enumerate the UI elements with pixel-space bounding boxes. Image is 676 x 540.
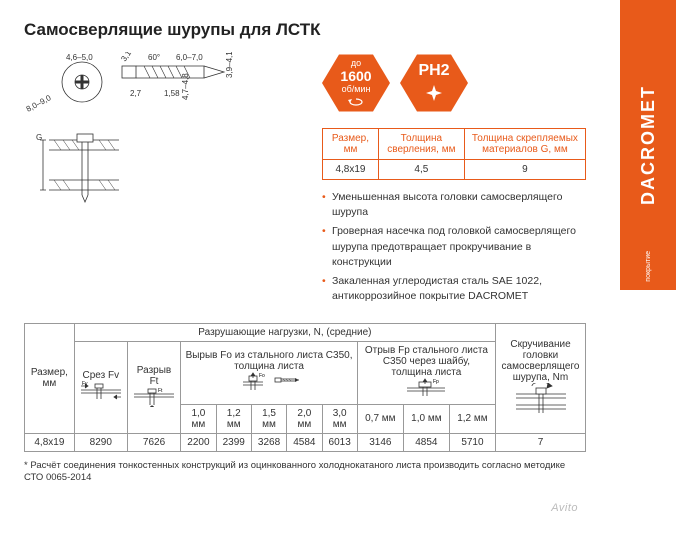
bt-d-size: 4,8х19 bbox=[25, 433, 75, 451]
bt-d-ft: 7626 bbox=[127, 433, 180, 451]
bt-fo-t2: 1,5 мм bbox=[251, 404, 286, 433]
svg-text:3,1–3,3: 3,1–3,3 bbox=[119, 52, 142, 63]
svg-text:1,58: 1,58 bbox=[164, 89, 180, 98]
bullet-0: Уменьшенная высота головки самосверлящег… bbox=[322, 190, 586, 220]
spec-h1: Толщина сверления, мм bbox=[378, 129, 464, 160]
hex-bit: PH2 bbox=[400, 52, 468, 114]
bt-pullover-h: Отрыв Fp стального листа С350 через шайб… bbox=[357, 341, 495, 404]
brand-tab: DACROMET покрытие bbox=[620, 0, 676, 290]
brand-name: DACROMET bbox=[638, 85, 659, 205]
svg-text:60°: 60° bbox=[148, 53, 160, 62]
spec-c2: 9 bbox=[464, 160, 585, 180]
technical-drawing: 4,6–5,0 8,0–9,0 3,1–3,3 60° 6,0–7,0 3,9–… bbox=[24, 52, 304, 212]
bt-fo-t3: 2,0 мм bbox=[287, 404, 322, 433]
hex-bit-label: PH2 bbox=[418, 62, 449, 80]
bt-d-torque: 7 bbox=[496, 433, 586, 451]
svg-text:2,7: 2,7 bbox=[130, 89, 142, 98]
shear-icon: Fv bbox=[79, 381, 123, 401]
bt-fo-t4: 3,0 мм bbox=[322, 404, 357, 433]
bt-fo-t0: 1,0 мм bbox=[181, 404, 216, 433]
watermark: Avito bbox=[551, 502, 578, 514]
bt-pullout-h: Вырыв Fo из стального листа С350, толщин… bbox=[181, 341, 358, 404]
feature-list: Уменьшенная высота головки самосверлящег… bbox=[322, 190, 586, 305]
footnote: * Расчёт соединения тонкостенных констру… bbox=[24, 460, 586, 485]
hex-rpm-val: 1600 bbox=[340, 69, 371, 84]
rotate-icon bbox=[347, 97, 365, 107]
bt-d-fo0: 2200 bbox=[181, 433, 216, 451]
svg-text:Ft: Ft bbox=[158, 388, 163, 394]
svg-text:4,7–4,8: 4,7–4,8 bbox=[181, 73, 190, 100]
page-title: Самосверлящие шурупы для ЛСТК bbox=[24, 20, 586, 40]
pullout-icon: Fo bbox=[239, 372, 299, 392]
bullet-2: Закаленная углеродистая сталь SAE 1022, … bbox=[322, 274, 586, 304]
svg-text:Fp: Fp bbox=[433, 379, 439, 385]
bt-d-fo3: 4584 bbox=[287, 433, 322, 451]
bt-fp-t1: 1,0 мм bbox=[403, 404, 449, 433]
spec-h0: Размер, мм bbox=[323, 129, 379, 160]
bt-torque-h: Скручивание головки самосверлящего шуруп… bbox=[496, 323, 586, 433]
spec-c1: 4,5 bbox=[378, 160, 464, 180]
bt-loads-h: Разрушающие нагрузки, N, (средние) bbox=[74, 323, 495, 341]
hex-rpm-unit: об/мин bbox=[342, 85, 371, 95]
bt-fo-t1: 1,2 мм bbox=[216, 404, 251, 433]
bullet-1: Гроверная насечка под головкой самосверл… bbox=[322, 224, 586, 270]
bt-shear-h: Срез Fv Fv bbox=[74, 341, 127, 433]
bt-d-fp0: 3146 bbox=[357, 433, 403, 451]
bt-d-fp1: 4854 bbox=[403, 433, 449, 451]
spec-c0: 4,8х19 bbox=[323, 160, 379, 180]
spec-h2: Толщина скрепляемых материалов G, мм bbox=[464, 129, 585, 160]
svg-text:Fo: Fo bbox=[259, 373, 265, 379]
tensile-icon: Ft bbox=[132, 387, 176, 407]
bt-d-fv: 8290 bbox=[74, 433, 127, 451]
svg-text:Fv: Fv bbox=[82, 381, 88, 387]
brand-sub: покрытие bbox=[645, 251, 652, 282]
loads-table: Размер, мм Разрушающие нагрузки, N, (сре… bbox=[24, 323, 586, 452]
pullover-icon: Fp bbox=[401, 378, 451, 398]
phillips-icon bbox=[423, 82, 445, 104]
torque-icon bbox=[512, 383, 570, 415]
bt-d-fo2: 3268 bbox=[251, 433, 286, 451]
bt-fp-t2: 1,2 мм bbox=[449, 404, 495, 433]
bt-fp-t0: 0,7 мм bbox=[357, 404, 403, 433]
svg-text:8,0–9,0: 8,0–9,0 bbox=[25, 93, 53, 114]
hex-rpm: до 1600 об/мин bbox=[322, 52, 390, 114]
bt-d-fo1: 2399 bbox=[216, 433, 251, 451]
bt-size-h: Размер, мм bbox=[25, 323, 75, 433]
svg-text:3,9–4,1: 3,9–4,1 bbox=[225, 52, 234, 78]
bt-d-fo4: 6013 bbox=[322, 433, 357, 451]
svg-text:4,6–5,0: 4,6–5,0 bbox=[66, 53, 93, 62]
svg-text:G: G bbox=[36, 133, 42, 142]
spec-table: Размер, мм Толщина сверления, мм Толщина… bbox=[322, 128, 586, 180]
bt-tensile-h: Разрыв Ft Ft bbox=[127, 341, 180, 433]
svg-text:6,0–7,0: 6,0–7,0 bbox=[176, 53, 203, 62]
bt-d-fp2: 5710 bbox=[449, 433, 495, 451]
